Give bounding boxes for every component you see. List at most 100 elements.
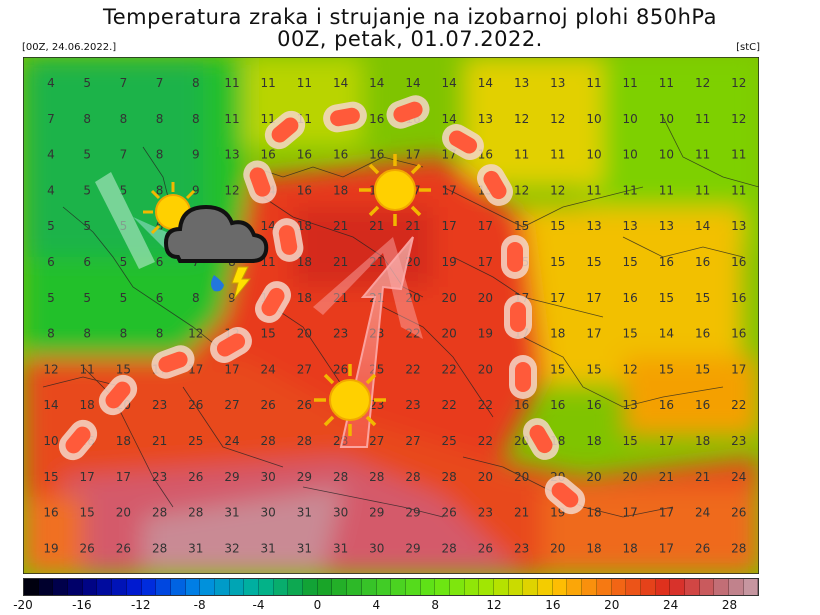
temperature-value: 7 bbox=[120, 148, 128, 162]
colorbar-swatch bbox=[420, 579, 436, 595]
temperature-value: 21 bbox=[152, 434, 167, 448]
temperature-value: 11 bbox=[695, 112, 710, 126]
temperature-value: 11 bbox=[659, 76, 674, 90]
temperature-value: 28 bbox=[152, 506, 167, 520]
temperature-value: 15 bbox=[659, 291, 674, 305]
temperature-value: 31 bbox=[261, 541, 276, 555]
temperature-value: 11 bbox=[261, 76, 276, 90]
temperature-value: 20 bbox=[623, 470, 638, 484]
temperature-value: 16 bbox=[731, 327, 746, 341]
temperature-value: 13 bbox=[731, 219, 746, 233]
temperature-value: 31 bbox=[188, 541, 203, 555]
colorbar-swatch bbox=[714, 579, 729, 595]
colorbar-tick-label: 0 bbox=[313, 598, 322, 612]
temperature-value: 4 bbox=[47, 183, 55, 197]
temperature-value: 22 bbox=[478, 398, 493, 412]
colorbar-tick-label: 16 bbox=[545, 598, 561, 612]
warm-front-marker bbox=[323, 101, 367, 133]
temperature-value: 10 bbox=[586, 148, 601, 162]
temperature-value: 21 bbox=[333, 255, 348, 269]
temperature-value: 5 bbox=[47, 219, 55, 233]
temperature-value: 28 bbox=[369, 470, 384, 484]
temperature-value: 17 bbox=[659, 506, 674, 520]
temperature-value: 6 bbox=[156, 219, 164, 233]
temperature-value: 16 bbox=[731, 255, 746, 269]
temperature-value: 14 bbox=[695, 219, 710, 233]
temperature-value: 10 bbox=[659, 112, 674, 126]
colorbar-swatch bbox=[494, 579, 509, 595]
temperature-value: 11 bbox=[659, 183, 674, 197]
temperature-value: 8 bbox=[156, 112, 164, 126]
temperature-value: 27 bbox=[224, 398, 239, 412]
temperature-value: 27 bbox=[405, 434, 420, 448]
temperature-value: 19 bbox=[478, 327, 493, 341]
colorbar-swatch bbox=[288, 579, 304, 595]
temperature-value: 26 bbox=[188, 470, 203, 484]
temperature-value: 5 bbox=[83, 183, 91, 197]
temperature-value: 12 bbox=[43, 362, 58, 376]
temperature-value: 15 bbox=[623, 255, 638, 269]
temperature-value: 18 bbox=[116, 434, 131, 448]
country-borders bbox=[42, 116, 759, 518]
temperature-value: 8 bbox=[192, 291, 200, 305]
temperature-value: 8 bbox=[156, 183, 164, 197]
temperature-value: 20 bbox=[478, 362, 493, 376]
temperature-value: 13 bbox=[623, 219, 638, 233]
temperature-value: 31 bbox=[297, 506, 312, 520]
temperature-value: 8 bbox=[192, 76, 200, 90]
temperature-value: 30 bbox=[261, 506, 276, 520]
temperature-value: 10 bbox=[623, 112, 638, 126]
temperature-value: 9 bbox=[192, 148, 200, 162]
temperature-value: 17 bbox=[442, 219, 457, 233]
temperature-value: 5 bbox=[47, 291, 55, 305]
temperature-value: 5 bbox=[120, 291, 128, 305]
temperature-value: 12 bbox=[514, 112, 529, 126]
colorbar-swatch bbox=[24, 579, 39, 595]
temperature-value: 17 bbox=[586, 327, 601, 341]
temperature-value: 4 bbox=[47, 76, 55, 90]
temperature-value: 26 bbox=[731, 506, 746, 520]
temperature-value: 10 bbox=[586, 112, 601, 126]
temperature-value: 29 bbox=[297, 470, 312, 484]
warm-front-markers bbox=[58, 95, 586, 515]
temperature-value: 14 bbox=[659, 327, 674, 341]
temperature-value: 15 bbox=[586, 255, 601, 269]
colorbar-swatch bbox=[53, 579, 69, 595]
temperature-value: 17 bbox=[659, 434, 674, 448]
warm-front-marker bbox=[504, 295, 532, 339]
temperature-value: 17 bbox=[478, 219, 493, 233]
temperature-value: 18 bbox=[297, 291, 312, 305]
temperature-value: 27 bbox=[297, 362, 312, 376]
temperature-value: 11 bbox=[550, 148, 565, 162]
warm-front-marker bbox=[255, 281, 291, 323]
colorbar-swatch bbox=[743, 579, 759, 595]
temperature-value: 14 bbox=[442, 76, 457, 90]
temperature-value: 8 bbox=[192, 112, 200, 126]
colorbar-swatch bbox=[508, 579, 524, 595]
warm-front-marker bbox=[509, 355, 537, 399]
temperature-value: 25 bbox=[442, 434, 457, 448]
temperature-value: 24 bbox=[695, 506, 710, 520]
temperature-value: 16 bbox=[369, 148, 384, 162]
temperature-value: 26 bbox=[333, 362, 348, 376]
temperature-value: 15 bbox=[695, 362, 710, 376]
temperature-value: 13 bbox=[224, 148, 239, 162]
temperature-value: 30 bbox=[261, 470, 276, 484]
temperature-value: 12 bbox=[731, 112, 746, 126]
temperature-value: 10 bbox=[43, 434, 58, 448]
temperature-value: 20 bbox=[297, 327, 312, 341]
temperature-value: 15 bbox=[695, 291, 710, 305]
temperature-value: 14 bbox=[405, 76, 420, 90]
colorbar-swatch bbox=[684, 579, 700, 595]
temperature-value: 16 bbox=[695, 327, 710, 341]
temperature-value: 16 bbox=[731, 291, 746, 305]
colorbar-tick-label: 24 bbox=[663, 598, 679, 612]
temperature-value: 17 bbox=[623, 506, 638, 520]
temperature-value: 19 bbox=[442, 255, 457, 269]
temperature-value: 17 bbox=[478, 255, 493, 269]
warm-front-marker bbox=[272, 218, 304, 262]
temperature-value: 12 bbox=[224, 183, 239, 197]
temperature-value: 21 bbox=[333, 219, 348, 233]
temperature-value: 5 bbox=[83, 148, 91, 162]
colorbar-swatch bbox=[244, 579, 259, 595]
